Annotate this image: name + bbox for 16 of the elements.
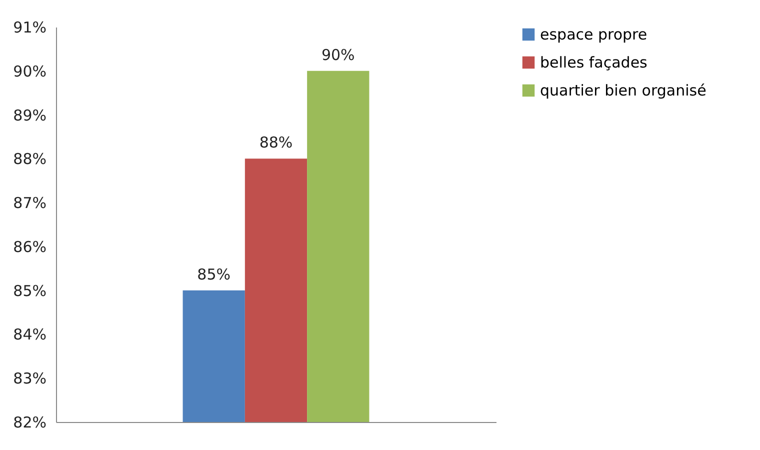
data-label: 85% [197, 265, 231, 284]
legend-label: belles façades [540, 54, 648, 72]
legend-label: espace propre [540, 26, 648, 44]
legend-label: quartier bien organisé [540, 82, 706, 100]
y-tick-label: 85% [13, 282, 46, 300]
y-tick-label: 86% [13, 238, 46, 256]
y-tick-label: 87% [13, 194, 46, 212]
data-label: 90% [321, 46, 355, 64]
y-tick-label: 89% [13, 106, 46, 124]
y-tick-label: 84% [13, 326, 46, 344]
y-tick-label: 82% [13, 414, 46, 432]
y-tick-label: 83% [13, 370, 46, 388]
y-tick-label: 90% [13, 62, 46, 80]
y-tick-label: 88% [13, 150, 46, 168]
y-tick-label: 91% [13, 18, 46, 36]
data-label: 88% [259, 134, 293, 152]
